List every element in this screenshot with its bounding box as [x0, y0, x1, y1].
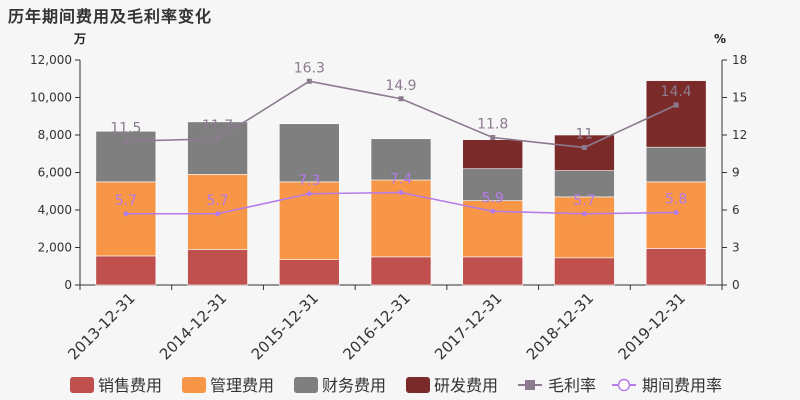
- left-tick-label: 6,000: [38, 166, 72, 180]
- legend-label: 管理费用: [210, 376, 274, 395]
- line-point[interactable]: [215, 211, 221, 217]
- right-axis-unit: %: [714, 32, 726, 46]
- x-tick-label: 2013-12-31: [64, 289, 138, 363]
- line-point[interactable]: [490, 208, 496, 214]
- left-tick-label: 8,000: [38, 128, 72, 142]
- data-label: 14.4: [661, 84, 692, 100]
- bar-segment[interactable]: [370, 138, 432, 181]
- data-labels-layer: 11.5 11.7 16.3 14.9 11.8 11 14.4 5.7 5.7 7.3 7.4 5.…: [110, 60, 692, 209]
- line-point[interactable]: [215, 136, 221, 142]
- right-tick-label: 3: [732, 241, 740, 255]
- data-label: 7.3: [298, 173, 320, 189]
- legend-label: 研发费用: [434, 376, 498, 395]
- bar-segment[interactable]: [278, 123, 340, 183]
- x-tick-label: 2019-12-31: [615, 289, 689, 363]
- bar-segment[interactable]: [278, 259, 340, 286]
- left-tick-label: 4,000: [38, 203, 72, 217]
- legend-marker[interactable]: [617, 378, 631, 392]
- right-tick-label: 6: [732, 203, 740, 217]
- data-label: 5.7: [115, 193, 137, 209]
- bar-segment[interactable]: [554, 196, 615, 259]
- bar-segment[interactable]: [645, 146, 707, 183]
- data-label: 11.7: [202, 118, 233, 134]
- bar-segment[interactable]: [645, 248, 707, 286]
- right-tick-label: 12: [732, 128, 747, 142]
- legend-label: 财务费用: [322, 376, 386, 395]
- data-label: 16.3: [294, 60, 325, 76]
- bar-segment[interactable]: [187, 121, 248, 175]
- left-tick-label: 0: [64, 278, 72, 292]
- right-tick-label: 0: [732, 278, 740, 292]
- lines-layer: [123, 78, 679, 217]
- right-tick-label: 9: [732, 166, 740, 180]
- legend-swatch[interactable]: [182, 377, 206, 393]
- right-tick-label: 15: [732, 91, 747, 105]
- left-tick-label: 12,000: [30, 53, 72, 67]
- data-label: 7.4: [390, 172, 412, 188]
- bar-segment[interactable]: [187, 249, 248, 286]
- x-tick-label: 2016-12-31: [339, 289, 413, 363]
- bar-segment[interactable]: [554, 257, 615, 286]
- line-point[interactable]: [673, 210, 679, 215]
- data-label: 11.5: [110, 120, 141, 136]
- bars-layer: [95, 80, 707, 286]
- right-tick-label: 18: [732, 53, 747, 67]
- line-point[interactable]: [490, 135, 496, 140]
- line-point[interactable]: [673, 102, 679, 108]
- bar-segment[interactable]: [95, 181, 157, 257]
- bar-segment[interactable]: [554, 134, 615, 171]
- x-tick-label: 2014-12-31: [156, 289, 230, 363]
- legend-label: 销售费用: [98, 376, 162, 395]
- line-point[interactable]: [398, 190, 404, 195]
- legend-swatch[interactable]: [294, 377, 318, 393]
- bar-segment[interactable]: [462, 139, 524, 170]
- line-point[interactable]: [581, 145, 587, 150]
- bar-segment[interactable]: [462, 256, 524, 286]
- left-tick-label: 10,000: [30, 91, 72, 105]
- legend-label: 期间费用率: [642, 376, 722, 395]
- bar-segment[interactable]: [462, 168, 524, 201]
- data-label: 5.9: [482, 190, 504, 206]
- line-point[interactable]: [123, 138, 129, 144]
- x-tick-label: 2018-12-31: [523, 289, 597, 363]
- bar-segment[interactable]: [370, 256, 432, 286]
- line-point[interactable]: [581, 211, 587, 217]
- x-tick-label: 2015-12-31: [248, 289, 322, 363]
- left-axis-unit: 万: [73, 32, 86, 46]
- left-tick-label: 2,000: [38, 241, 72, 255]
- data-label: 5.7: [573, 193, 595, 209]
- legend-swatch[interactable]: [70, 377, 94, 393]
- data-label: 5.7: [206, 193, 228, 209]
- legend-swatch[interactable]: [406, 377, 430, 393]
- data-label: 11: [576, 127, 594, 143]
- line-point[interactable]: [306, 191, 312, 197]
- bar-segment[interactable]: [645, 181, 707, 249]
- legend-marker[interactable]: [525, 380, 535, 390]
- line-point[interactable]: [123, 211, 129, 217]
- x-tick-label: 2017-12-31: [431, 289, 505, 363]
- data-label: 11.8: [477, 117, 508, 133]
- chart-title: 历年期间费用及毛利率变化: [8, 7, 213, 26]
- line-point[interactable]: [398, 96, 404, 102]
- data-label: 14.9: [385, 78, 416, 94]
- legend-label: 毛利率: [548, 376, 596, 395]
- data-label: 5.8: [665, 192, 687, 208]
- bar-segment[interactable]: [95, 255, 157, 286]
- line-point[interactable]: [306, 78, 312, 84]
- legend: 销售费用 管理费用 财务费用 研发费用 毛利率 期间费用率: [70, 376, 722, 395]
